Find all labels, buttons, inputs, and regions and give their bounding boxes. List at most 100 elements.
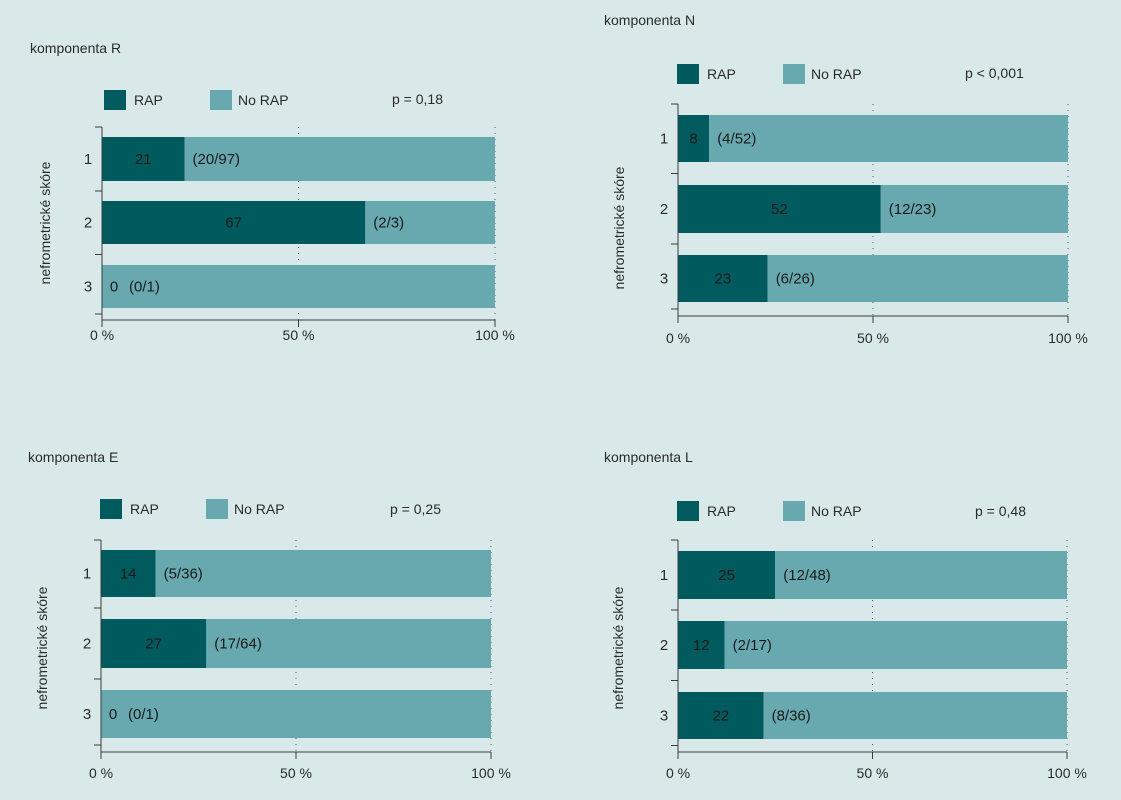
data-label-count: (20/97) bbox=[193, 151, 241, 168]
p-value: p = 0,25 bbox=[390, 501, 441, 517]
bar-norap-3 bbox=[101, 690, 491, 738]
bar-norap-3 bbox=[102, 265, 495, 308]
data-label-count: (0/1) bbox=[129, 279, 160, 296]
chart-title: komponenta N bbox=[604, 12, 695, 28]
category-tick-label: 3 bbox=[660, 708, 668, 725]
data-label-count: (2/3) bbox=[373, 215, 404, 232]
legend: RAP No RAP bbox=[104, 90, 289, 110]
data-label-count: (12/48) bbox=[783, 567, 831, 584]
legend-swatch-norap bbox=[783, 64, 805, 84]
legend-swatch-norap bbox=[210, 90, 232, 110]
data-label-rap: 22 bbox=[712, 708, 729, 725]
bar-rap-2 bbox=[678, 185, 881, 233]
bar-rap-3 bbox=[678, 692, 764, 739]
chart-title: komponenta L bbox=[604, 449, 693, 465]
data-label-rap: 52 bbox=[771, 201, 788, 218]
y-axis-label: nefrometrické skóre bbox=[37, 161, 53, 284]
legend-label-rap: RAP bbox=[130, 501, 159, 517]
data-label-rap: 0 bbox=[110, 279, 118, 296]
x-tick-label: 0 % bbox=[666, 765, 690, 781]
bar-norap-2 bbox=[365, 201, 495, 244]
x-tick-label: 0 % bbox=[666, 330, 690, 346]
category-tick-label: 2 bbox=[84, 215, 92, 232]
legend-label-norap: No RAP bbox=[811, 503, 862, 519]
data-label-rap: 12 bbox=[693, 637, 710, 654]
bar-norap-2 bbox=[206, 619, 492, 668]
chart-panel-2: komponenta N RAP No RAP p < 0,001 nefrometri… bbox=[604, 12, 1088, 346]
y-axis-label: nefrometrické skóre bbox=[34, 586, 50, 709]
chart-title: komponenta R bbox=[30, 40, 121, 56]
x-tick-label: 100 % bbox=[1047, 765, 1087, 781]
data-label-count: (4/52) bbox=[717, 131, 756, 148]
chart-panel-4: komponenta L RAP No RAP p = 0,48 nefrometric… bbox=[604, 449, 1087, 781]
chart-panel-1: komponenta R RAP No RAP p = 0,18 nefrometric… bbox=[30, 40, 515, 343]
x-tick-label: 50 % bbox=[857, 330, 889, 346]
legend-label-rap: RAP bbox=[134, 92, 163, 108]
category-tick-label: 1 bbox=[660, 567, 668, 584]
category-tick-label: 1 bbox=[660, 131, 668, 148]
legend-swatch-rap bbox=[100, 499, 122, 519]
legend: RAP No RAP bbox=[677, 64, 862, 84]
bar-rap-2 bbox=[101, 619, 207, 668]
bar-norap-2 bbox=[880, 185, 1068, 233]
bar-rap-1 bbox=[101, 550, 156, 597]
category-tick-label: 1 bbox=[84, 151, 92, 168]
legend-swatch-rap bbox=[677, 64, 699, 84]
bar-norap-1 bbox=[155, 550, 491, 597]
legend-swatch-rap bbox=[104, 90, 126, 110]
data-label-rap: 23 bbox=[715, 271, 732, 288]
data-label-rap: 14 bbox=[120, 566, 137, 583]
x-tick-label: 100 % bbox=[475, 327, 515, 343]
category-tick-label: 3 bbox=[84, 279, 92, 296]
bar-rap-1 bbox=[102, 137, 185, 181]
y-axis-label: nefrometrické skóre bbox=[610, 586, 626, 709]
legend: RAP No RAP bbox=[677, 501, 862, 521]
bar-rap-3 bbox=[678, 255, 768, 302]
category-tick-label: 3 bbox=[83, 706, 91, 723]
category-tick-label: 2 bbox=[660, 201, 668, 218]
bar-norap-1 bbox=[184, 137, 495, 181]
bar-norap-1 bbox=[775, 551, 1067, 599]
p-value: p = 0,18 bbox=[392, 91, 443, 107]
x-tick-label: 100 % bbox=[471, 765, 511, 781]
legend-swatch-norap bbox=[206, 499, 228, 519]
bar-rap-1 bbox=[678, 115, 710, 162]
category-tick-label: 2 bbox=[83, 636, 91, 653]
bar-norap-3 bbox=[767, 255, 1068, 302]
data-label-rap: 8 bbox=[689, 131, 697, 148]
bar-norap-2 bbox=[724, 621, 1067, 669]
category-tick-label: 1 bbox=[83, 566, 91, 583]
legend-label-norap: No RAP bbox=[238, 92, 289, 108]
data-label-rap: 67 bbox=[225, 215, 242, 232]
bar-rap-2 bbox=[678, 621, 725, 669]
data-label-rap: 25 bbox=[718, 567, 735, 584]
data-label-count: (0/1) bbox=[128, 706, 159, 723]
y-axis-label: nefrometrické skóre bbox=[611, 166, 627, 289]
legend-label-norap: No RAP bbox=[811, 66, 862, 82]
chart-panel-3: komponenta E RAP No RAP p = 0,25 nefrometric… bbox=[28, 449, 511, 781]
category-tick-label: 2 bbox=[660, 637, 668, 654]
legend-label-rap: RAP bbox=[707, 503, 736, 519]
data-label-count: (17/64) bbox=[214, 636, 262, 653]
legend-label-rap: RAP bbox=[707, 66, 736, 82]
x-tick-label: 0 % bbox=[89, 765, 113, 781]
data-label-rap: 21 bbox=[135, 151, 152, 168]
data-label-count: (12/23) bbox=[889, 201, 937, 218]
p-value: p < 0,001 bbox=[965, 65, 1024, 81]
legend-swatch-rap bbox=[677, 501, 699, 521]
x-tick-label: 0 % bbox=[90, 327, 114, 343]
data-label-count: (2/17) bbox=[733, 637, 772, 654]
bar-rap-2 bbox=[102, 201, 366, 244]
data-label-rap: 0 bbox=[109, 706, 117, 723]
data-label-rap: 27 bbox=[145, 636, 162, 653]
legend: RAP No RAP bbox=[100, 499, 285, 519]
data-label-count: (5/36) bbox=[164, 566, 203, 583]
category-tick-label: 3 bbox=[660, 271, 668, 288]
data-label-count: (6/26) bbox=[776, 271, 815, 288]
bar-norap-3 bbox=[763, 692, 1067, 739]
data-label-count: (8/36) bbox=[772, 708, 811, 725]
p-value: p = 0,48 bbox=[975, 503, 1026, 519]
bar-norap-1 bbox=[709, 115, 1068, 162]
x-tick-label: 50 % bbox=[280, 765, 312, 781]
